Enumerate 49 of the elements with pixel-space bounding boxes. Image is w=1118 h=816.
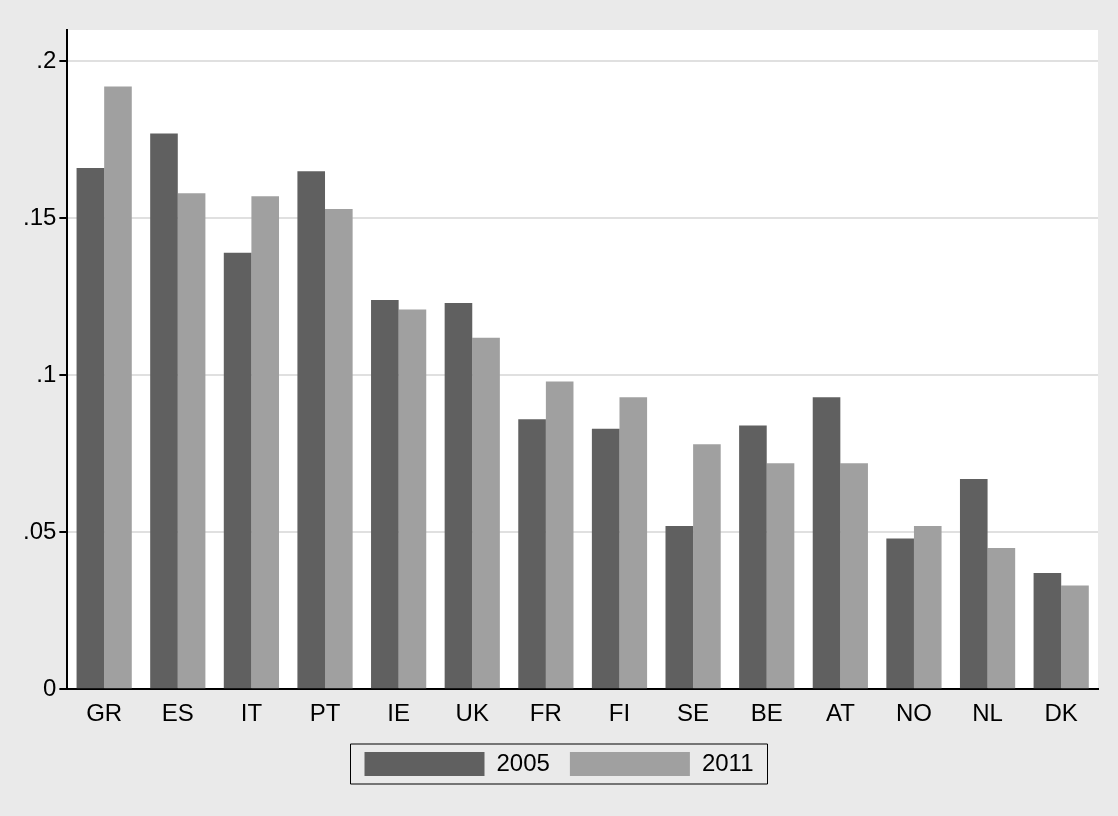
bar [840, 463, 868, 689]
bar [371, 299, 399, 689]
legend-label: 2011 [701, 748, 754, 776]
bar [104, 86, 132, 689]
bar [693, 444, 721, 689]
bar [1061, 585, 1089, 689]
x-tick-label: BE [750, 699, 783, 727]
x-tick-label: NO [895, 699, 932, 727]
bar [619, 397, 648, 689]
bar [297, 171, 326, 689]
x-tick-label: PT [309, 699, 341, 727]
bar [76, 168, 105, 689]
bar [251, 196, 280, 689]
y-tick-label: .1 [36, 359, 57, 387]
y-tick-label: .15 [22, 202, 57, 230]
bar [325, 208, 353, 689]
bar [665, 525, 694, 689]
bar [472, 337, 500, 689]
bar [223, 252, 252, 689]
bar [766, 463, 795, 689]
x-tick-label: DK [1044, 699, 1078, 727]
bar [812, 397, 841, 689]
x-tick-label: ES [161, 699, 194, 727]
bar [518, 419, 546, 689]
x-tick-label: IE [387, 699, 410, 727]
x-tick-label: UK [455, 699, 489, 727]
bar [913, 525, 942, 689]
x-tick-label: AT [825, 699, 856, 727]
bar [1033, 573, 1062, 689]
bar [444, 303, 473, 689]
x-tick-label: SE [677, 699, 710, 727]
y-tick-label: .2 [36, 46, 57, 74]
x-tick-label: GR [86, 699, 123, 727]
x-tick-label: FR [529, 699, 562, 727]
x-tick-label: IT [240, 699, 263, 727]
bar [987, 547, 1016, 689]
y-tick-label: 0 [43, 673, 57, 701]
bar [177, 193, 206, 689]
bar [398, 309, 427, 689]
y-tick-label: .05 [22, 516, 57, 544]
x-tick-label: NL [972, 699, 1003, 727]
bar [150, 133, 178, 689]
bar [739, 425, 767, 689]
legend-label: 2005 [496, 748, 550, 776]
bar [886, 538, 914, 689]
bar [591, 428, 620, 689]
bar [545, 381, 574, 689]
x-tick-label: FI [608, 699, 631, 727]
bar [959, 478, 988, 689]
